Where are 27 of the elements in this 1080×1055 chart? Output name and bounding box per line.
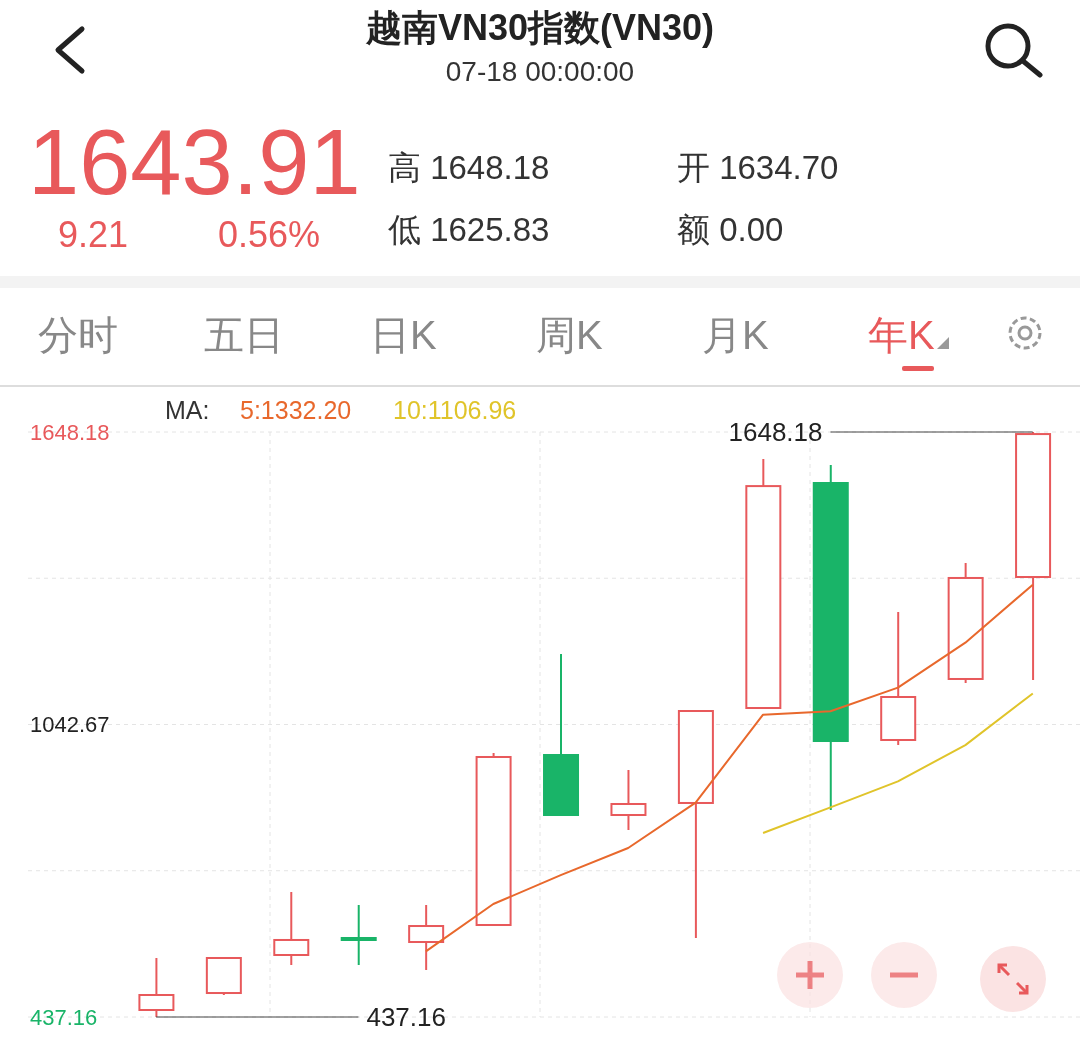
text: 额 0.00 [677,210,784,250]
text: 0.56% [218,214,321,256]
text: 月K [702,312,769,359]
text: 10:1106.96 [393,396,517,425]
text: 年K [868,312,936,359]
candlestick [340,904,377,966]
chart-title: 越南VN30指数(VN30) [364,6,716,50]
line-series [762,692,1034,835]
text: 周K [536,312,603,359]
text: MA: [165,396,210,425]
text: 9.21 [58,214,129,256]
text: 高 1648.18 [388,148,550,188]
candlestick [610,768,647,831]
text: 低 1625.83 [388,210,550,250]
text: 开 1634.70 [677,148,839,188]
line-series [424,583,1034,953]
chart-subtitle: 07-18 00:00:00 [444,56,636,88]
text: 分时 [38,312,118,359]
annotation: 1648.18 [728,417,823,448]
text: 五日 [204,312,284,359]
annotation: 437.16 [366,1002,446,1033]
y-tick-label: 1042.67 [30,712,110,738]
text: 日K [370,312,437,359]
y-tick-label: 1648.18 [30,419,110,445]
text: 1643.91 [28,111,361,213]
y-tick-label: 437.16 [30,1004,98,1030]
text: 5:1332.20 [240,396,352,425]
